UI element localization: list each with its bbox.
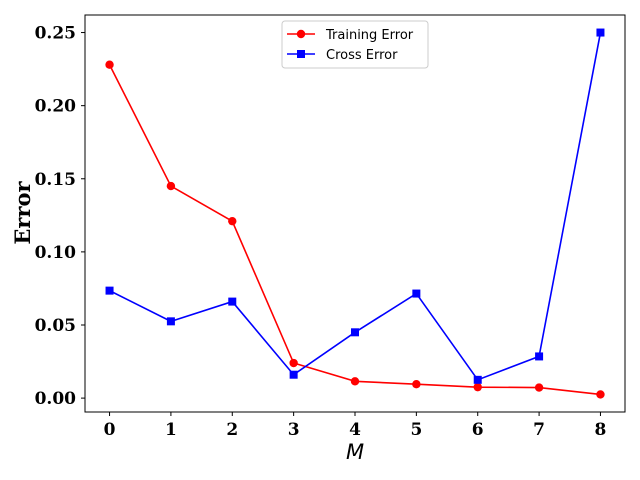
legend-marker-1: [297, 50, 305, 58]
legend-marker-0: [296, 29, 306, 39]
series-0-point-3: [289, 358, 298, 368]
plot-area: [84, 14, 626, 413]
x-tick-label-4: 4: [349, 420, 361, 440]
series-1-point-7: [535, 352, 544, 361]
series-1-point-2: [228, 297, 237, 306]
series-0-point-4: [350, 377, 360, 386]
series-1-point-1: [166, 317, 175, 326]
x-tick-label-0: 0: [104, 420, 116, 440]
series-0-point-7: [534, 383, 544, 392]
y-tick-label-3: 0.15: [35, 170, 76, 190]
series-layer: [105, 28, 605, 399]
series-1-point-0: [105, 286, 114, 295]
series-1: [105, 28, 605, 384]
x-tick-label-1: 1: [165, 420, 177, 440]
x-tick-label-5: 5: [410, 420, 422, 440]
series-1-point-5: [412, 289, 421, 298]
y-axis: 0.00 0.05 0.10 0.15 0.20 0.25: [35, 24, 85, 409]
legend-entries: Training Error Cross Error: [287, 28, 414, 63]
y-tick-label-4: 0.20: [35, 97, 77, 117]
series-0-point-1: [166, 181, 176, 191]
legend-label-1: Cross Error: [326, 48, 398, 63]
series-1-point-3: [289, 370, 298, 379]
series-1-point-6: [473, 375, 482, 384]
y-axis-label: Error: [10, 180, 35, 244]
series-0-point-8: [596, 390, 605, 399]
x-tick-label-2: 2: [226, 420, 238, 440]
legend: Training Error Cross Error: [281, 20, 429, 69]
series-0-point-5: [412, 380, 421, 389]
series-0-point-2: [228, 216, 237, 226]
x-axis: 0 1 2 3 4 5 6 7 8: [104, 412, 607, 440]
series-1-point-4: [351, 328, 359, 337]
series-1-point-8: [596, 28, 605, 37]
y-tick-label-2: 0.10: [35, 243, 77, 263]
series-0: [105, 60, 605, 399]
y-tick-label-0: 0.00: [35, 389, 77, 409]
y-tick-label-1: 0.05: [35, 316, 76, 336]
x-tick-label-8: 8: [595, 420, 607, 440]
series-0-point-6: [473, 382, 482, 392]
x-axis-label: M: [346, 440, 364, 464]
legend-box: [281, 20, 429, 69]
x-tick-label-6: 6: [472, 420, 484, 440]
legend-label-0: Training Error: [325, 28, 414, 43]
y-tick-label-5: 0.25: [35, 24, 76, 44]
x-tick-label-3: 3: [288, 420, 300, 440]
x-tick-label-7: 7: [533, 420, 545, 440]
series-0-point-0: [105, 60, 114, 69]
